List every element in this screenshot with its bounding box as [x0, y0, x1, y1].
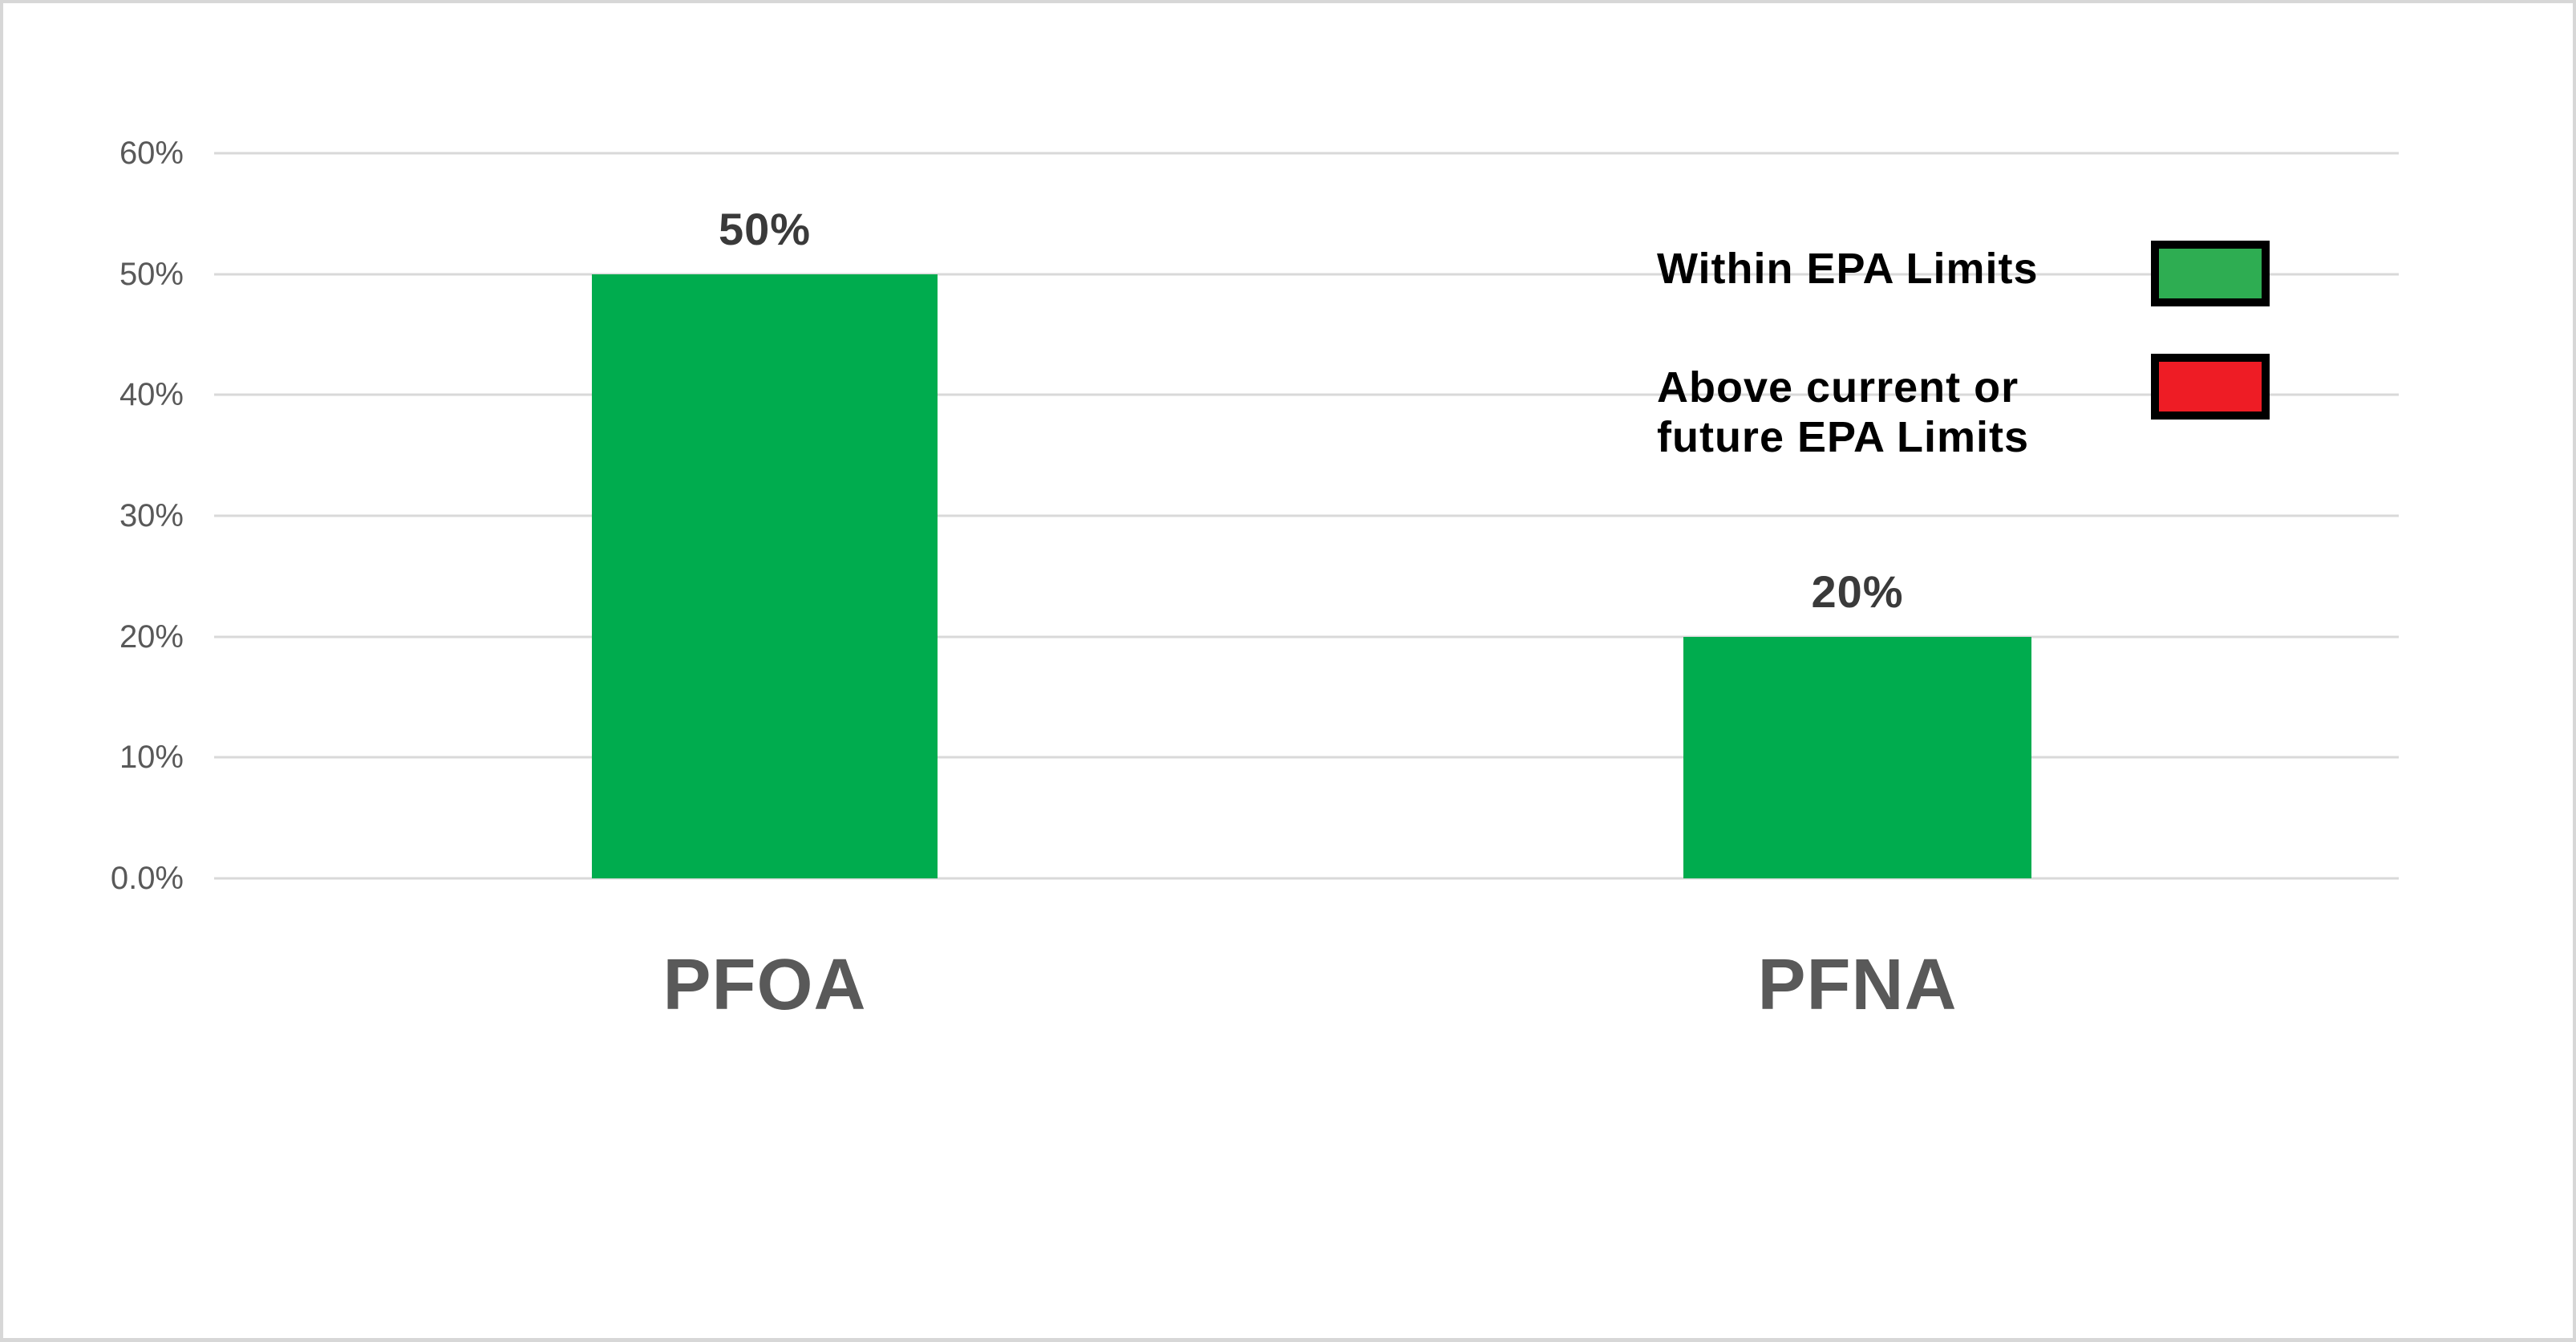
gridline [214, 393, 2399, 396]
y-axis-tick-label: 20% [119, 618, 184, 655]
y-axis-tick-label: 0.0% [110, 861, 184, 896]
gridline [214, 877, 2399, 880]
gridline [214, 635, 2399, 639]
bar-pfna: 20% [1683, 569, 2031, 878]
gridline [214, 273, 2399, 276]
y-axis-tick-label: 50% [119, 256, 184, 292]
data-label-pfoa: 50% [718, 203, 812, 254]
plot-area: 50% PFOA 20% PFNA [214, 152, 2399, 1021]
legend-label-line-1: Above current or [1657, 363, 2019, 412]
x-axis-category-label-pfna: PFNA [1757, 945, 1958, 1025]
legend-label-within-epa-limits: Within EPA Limits [1657, 245, 2039, 293]
data-label-pfna: 20% [1811, 566, 1904, 617]
bar-pfoa: 50% [592, 206, 938, 878]
bar-group-pfoa: 50% PFOA [592, 153, 938, 1021]
legend-swatch-within-epa-limits [2151, 241, 2270, 306]
y-axis-tick-label: 10% [119, 740, 184, 776]
gridline [214, 152, 2399, 155]
legend-label-line-2: future EPA Limits [1657, 413, 2030, 461]
y-axis-tick-label: 40% [119, 377, 184, 413]
x-axis-category-label-pfoa: PFOA [662, 945, 867, 1025]
legend-label-above-epa-limits: Above current or future EPA Limits [1657, 363, 2029, 462]
gridline [214, 514, 2399, 517]
y-axis-tick-label: 60% [119, 136, 184, 171]
legend-swatch-above-epa-limits [2151, 354, 2270, 420]
y-axis-tick-label: 30% [119, 498, 184, 533]
bar-group-pfna: 20% PFNA [1683, 153, 2031, 1021]
y-axis-labels: 60% 50% 40% 30% 20% 10% 0.0% [3, 137, 214, 894]
gridline [214, 756, 2399, 759]
